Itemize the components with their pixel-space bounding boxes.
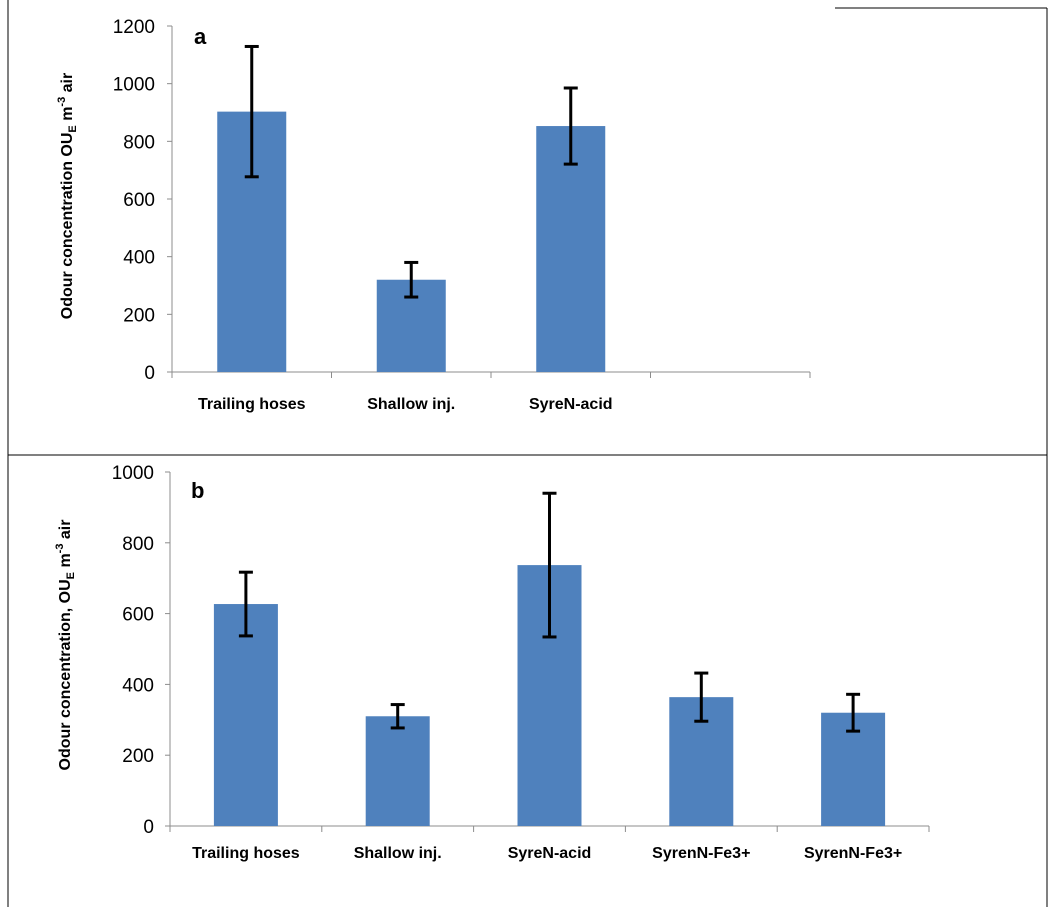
x-category-label: SyrenN-Fe3+	[652, 845, 750, 862]
panel-label-b: b	[191, 478, 204, 503]
plot-area-b: 0 200 400 600 800 1000 Trailing hoses Shallow i…	[112, 463, 930, 862]
bar	[213, 604, 278, 826]
y-tick-label: 400	[123, 248, 155, 269]
y-tick-label: 800	[123, 132, 155, 153]
y-tick-label: 400	[122, 675, 154, 696]
bar	[536, 126, 606, 372]
y-tick-label: 600	[122, 605, 154, 626]
y-tick-label: 0	[144, 363, 155, 384]
y-tick-label: 1200	[113, 17, 155, 38]
x-category-label: SyrenN-Fe3+	[804, 845, 902, 862]
y-tick-label: 600	[123, 190, 155, 211]
y-tick-label: 1000	[113, 75, 155, 96]
plot-area-a: 0 200 400 600 800 1000 1200 Trailing hoses Shall…	[113, 17, 811, 413]
x-category-label: Shallow inj.	[354, 845, 442, 862]
y-tick-label: 200	[123, 305, 155, 326]
x-category-label: SyreN-acid	[529, 396, 613, 413]
bar	[365, 716, 430, 826]
x-category-label: SyreN-acid	[508, 845, 592, 862]
y-tick-label: 0	[143, 817, 154, 838]
chart-panel-a: a Odour concentration OUE m-3 air 0 200 40…	[7, 0, 1048, 455]
x-category-label: Shallow inj.	[367, 396, 455, 413]
y-tick-label: 800	[122, 534, 154, 555]
panel-label-a: a	[194, 24, 207, 49]
x-category-label: Trailing hoses	[192, 845, 300, 862]
y-axis-label-a: Odour concentration OUE m-3 air	[56, 73, 79, 319]
x-category-label: Trailing hoses	[198, 396, 306, 413]
y-tick-label: 1000	[112, 463, 154, 484]
y-axis-label-b: Odour concentration, OUE m-3 air	[54, 520, 77, 771]
chart-panel-b: b Odour concentration, OUE m-3 air 0 200 4…	[7, 454, 1048, 907]
y-tick-label: 200	[122, 746, 154, 767]
